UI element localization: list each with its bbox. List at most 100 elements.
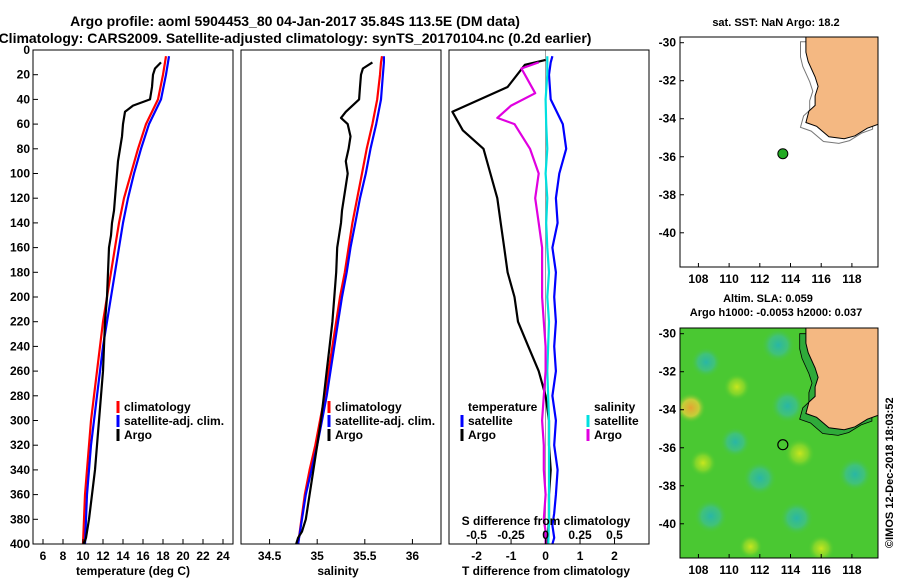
lon-tick-label: 112	[750, 272, 770, 286]
lat-tick-label: -40	[659, 226, 677, 240]
sst-map-ticks: 108 110 112 114 116 118 -30 -32 -34 -36 -38 -40	[659, 36, 862, 286]
sla-map-title: Altim. SLA: 0.059	[723, 293, 813, 305]
temperature-legend: climatology satellite-adj. clim. Argo	[116, 400, 224, 442]
x-tick-label: 12	[96, 549, 110, 563]
sla-anomaly-blob	[738, 534, 763, 558]
x-tick-label: -2	[471, 549, 482, 563]
salinity-x-label: salinity	[317, 564, 359, 578]
sla-anomaly-blob	[807, 534, 835, 558]
legend-argo: Argo	[124, 428, 152, 442]
s-tick-label: 0.5	[606, 528, 623, 542]
sla-anomaly-blob	[784, 438, 815, 469]
sst-map-layer	[777, 37, 878, 160]
x-tick-label: -1	[506, 549, 517, 563]
lat-tick-label: -34	[659, 112, 677, 126]
y-tick-label: 220	[10, 315, 30, 329]
sla-anomaly-blob	[693, 499, 728, 534]
y-tick-label: 260	[10, 364, 30, 378]
legend-argo: Argo	[335, 428, 363, 442]
sla-map-layer	[680, 328, 878, 558]
legend-temperature-title: temperature	[468, 400, 538, 414]
x-tick-label: 34.5	[258, 549, 282, 563]
y-tick-label: 320	[10, 438, 30, 452]
y-tick-label: 380	[10, 512, 30, 526]
x-tick-label: 36	[406, 549, 420, 563]
sla-anomaly-blob	[779, 501, 814, 535]
series-climatology	[297, 56, 384, 545]
lat-tick-label: -38	[659, 479, 677, 493]
sla-anomaly-blob	[723, 373, 751, 401]
difference-panel: -2 -1 0 1 2 -0.5 -0.25 0 0.25 0.5 S difference f…	[448, 49, 650, 578]
series-argo	[295, 61, 373, 545]
y-tick-label: 160	[10, 241, 30, 255]
x-tick-label: 8	[60, 549, 67, 563]
y-tick-label: 340	[10, 463, 30, 477]
legend-t-argo: Argo	[468, 428, 496, 442]
s-tick-label: -0.5	[466, 528, 487, 542]
lat-tick-label: -36	[659, 150, 677, 164]
lon-tick-label: 118	[842, 272, 862, 286]
y-tick-label: 20	[17, 68, 31, 82]
sla-map-subtitle: Argo h1000: -0.0053 h2000: 0.037	[690, 307, 862, 319]
sla-anomaly-blob	[690, 347, 722, 378]
s-difference-label: S difference from climatology	[462, 514, 631, 528]
lat-tick-label: -30	[659, 327, 677, 341]
sla-map: Altim. SLA: 0.059 Argo h1000: -0.0053 h2…	[659, 293, 879, 577]
series-s-satellite	[544, 56, 551, 545]
salinity-panel: 34.5 35 35.5 36 salinity climatology satell…	[240, 49, 442, 578]
x-tick-label: 1	[577, 549, 584, 563]
sla-anomaly-blob	[761, 328, 796, 362]
depth-y-ticks: 0 20 40 60 80 100 120 140 160 180 200 220 240 260 280 3…	[10, 43, 38, 551]
x-tick-label: 6	[40, 549, 47, 563]
legend-t-satellite: satellite	[468, 414, 513, 428]
imos-credit: ©IMOS 12-Dec-2018 18:03:52	[884, 397, 896, 548]
difference-legend: temperature satellite Argo salinity sate…	[460, 400, 639, 442]
x-tick-label: 0	[542, 549, 549, 563]
x-tick-label: 18	[156, 549, 170, 563]
sla-anomaly-blob	[680, 392, 706, 424]
lon-tick-label: 116	[812, 272, 832, 286]
salinity-x-ticks: 34.5 35 35.5 36	[258, 539, 420, 563]
lat-tick-label: -32	[659, 365, 677, 379]
temperature-x-label: temperature (deg C)	[76, 564, 190, 578]
s-tick-label: 0	[542, 528, 549, 542]
figure-title-line1: Argo profile: aoml 5904453_80 04-Jan-201…	[70, 13, 520, 29]
sla-anomaly-blob	[689, 449, 717, 477]
x-tick-label: 2	[611, 549, 618, 563]
series-satellite-adj-clim-	[83, 56, 171, 545]
y-tick-label: 400	[10, 537, 30, 551]
lat-tick-label: -30	[659, 36, 677, 50]
temperature-frame	[32, 49, 234, 545]
temperature-plot-area	[81, 56, 171, 545]
y-tick-label: 80	[17, 142, 31, 156]
sla-map-ticks: 108 110 112 114 116 118 -30 -32 -34 -36 -38 -40	[659, 327, 862, 577]
x-tick-label: 14	[116, 549, 130, 563]
y-tick-label: 100	[10, 167, 30, 181]
lon-tick-label: 114	[781, 563, 801, 577]
y-tick-label: 0	[23, 43, 30, 57]
y-tick-label: 60	[17, 117, 31, 131]
lon-tick-label: 110	[719, 272, 739, 286]
y-tick-label: 120	[10, 191, 30, 205]
salinity-legend: climatology satellite-adj. clim. Argo	[327, 400, 435, 442]
series-s-argo	[496, 61, 547, 544]
sla-anomaly-blob	[838, 457, 872, 492]
lat-tick-label: -32	[659, 74, 677, 88]
series-t-argo	[451, 58, 552, 545]
legend-satellite: satellite-adj. clim.	[335, 414, 435, 428]
australia-land	[805, 328, 878, 431]
salinity-plot-area	[295, 56, 385, 545]
lon-tick-label: 108	[688, 272, 708, 286]
series-t-satellite	[547, 55, 568, 545]
sst-map-frame	[679, 36, 879, 268]
lat-tick-label: -34	[659, 403, 677, 417]
t-difference-x-ticks: -2 -1 0 1 2	[471, 539, 618, 563]
x-tick-label: 35.5	[353, 549, 377, 563]
figure-title-line2: Climatology: CARS2009. Satellite-adjuste…	[0, 30, 591, 46]
sla-map-frame	[679, 327, 879, 559]
lat-tick-label: -38	[659, 188, 677, 202]
s-tick-label: 0.25	[568, 528, 592, 542]
difference-frame	[448, 49, 650, 545]
legend-s-argo: Argo	[594, 428, 622, 442]
